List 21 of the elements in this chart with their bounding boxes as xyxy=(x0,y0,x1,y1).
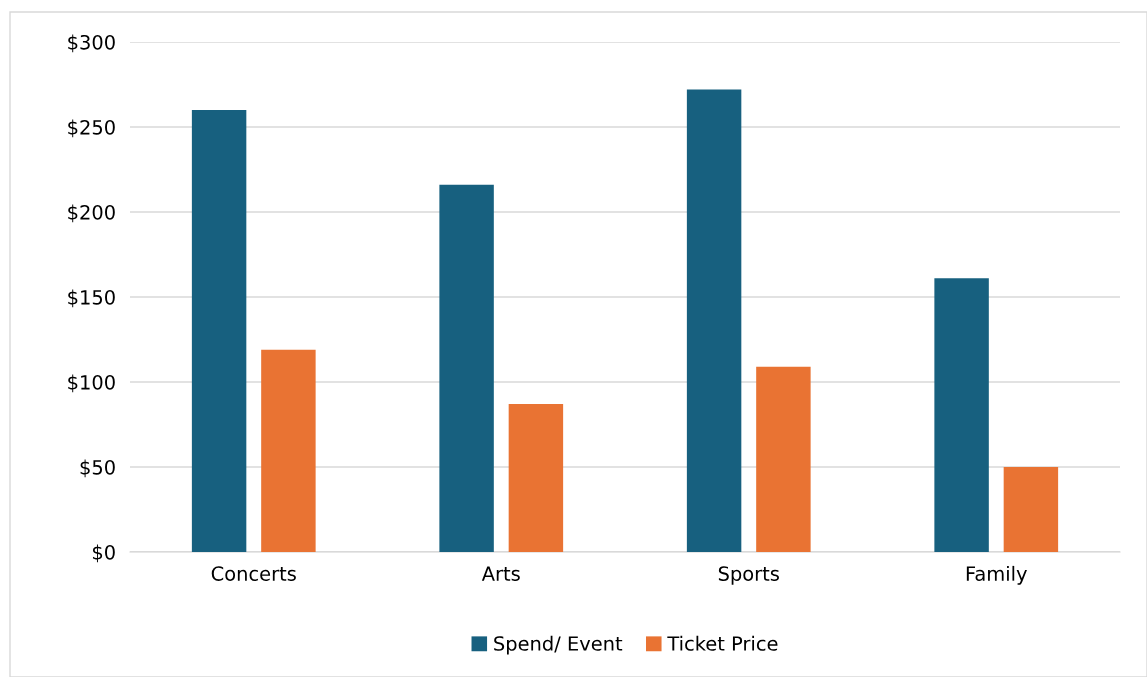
bar xyxy=(191,110,247,552)
y-tick-label: $150 xyxy=(68,289,115,308)
x-tick-label: Sports xyxy=(718,566,779,585)
x-tick-label: Family xyxy=(966,565,1027,585)
bar xyxy=(439,184,494,552)
legend-label: Spend/ Event xyxy=(494,635,623,655)
legend-label: Ticket Price xyxy=(667,635,778,651)
y-tick-label: $100 xyxy=(68,374,115,393)
y-tick-label: $300 xyxy=(68,34,115,53)
bar xyxy=(686,89,742,552)
bar xyxy=(1003,467,1059,552)
bar xyxy=(508,404,564,552)
bar xyxy=(934,278,989,552)
y-tick-label: $200 xyxy=(68,204,115,223)
y-tick-label: $50 xyxy=(80,459,115,478)
y-tick-label: $0 xyxy=(92,544,115,563)
y-tick-label: $250 xyxy=(68,119,115,138)
x-tick-label: Arts xyxy=(481,566,520,581)
bar xyxy=(756,366,811,552)
x-tick-label: Concerts xyxy=(211,566,296,581)
bar xyxy=(261,349,316,552)
